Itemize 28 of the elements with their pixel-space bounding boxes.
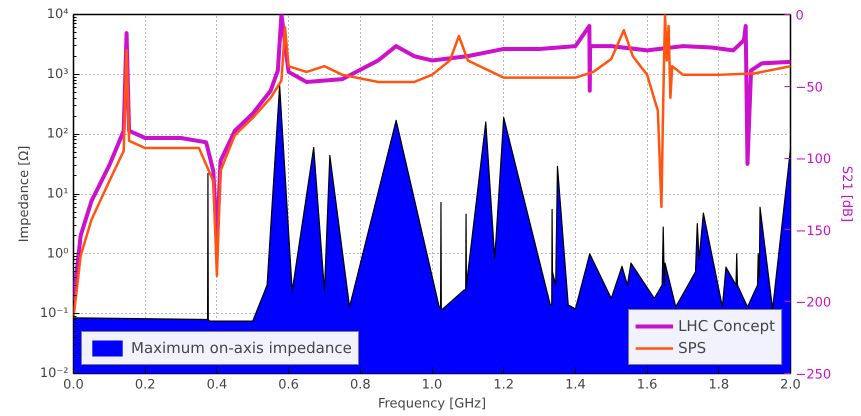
x-tick-label: 0.0	[63, 378, 84, 392]
y2-tick-label: −150	[796, 224, 832, 239]
y2-tick-label: −100	[796, 152, 832, 168]
x-tick-label: 0.6	[278, 378, 299, 392]
y2-axis-title: S21 [dB]	[839, 166, 854, 222]
y2-tick-label: −50	[796, 80, 823, 96]
x-tick-label: 1.6	[636, 378, 658, 392]
x-tick-label: 1.8	[708, 378, 730, 392]
y2-tick-label: 0	[796, 8, 804, 24]
y-tick-label: 10⁻¹	[40, 306, 69, 322]
y-tick-label: 10⁴	[46, 7, 69, 22]
x-tick-label: 2.0	[780, 378, 801, 392]
x-axis-title: Frequency [GHz]	[378, 396, 486, 412]
x-tick-label: 1.0	[422, 378, 442, 392]
x-tick-label: 1.4	[565, 378, 586, 392]
y2-tick-label: −200	[796, 296, 832, 311]
legend-label: LHC Concept	[678, 317, 775, 335]
x-tick-label: 0.4	[206, 378, 228, 392]
legend-label: Maximum on-axis impedance	[131, 339, 352, 357]
y-tick-label: 10¹	[46, 186, 69, 202]
y-tick-label: 10⁰	[46, 246, 69, 262]
x-tick-label: 1.2	[493, 378, 514, 392]
y-tick-label: 10²	[46, 126, 69, 142]
x-tick-label: 0.2	[134, 378, 156, 392]
y-axis-title: Impedance [Ω]	[16, 146, 32, 242]
y-tick-label: 10³	[46, 66, 69, 82]
legend-label: SPS	[678, 339, 706, 357]
x-tick-label: 0.8	[350, 378, 371, 392]
